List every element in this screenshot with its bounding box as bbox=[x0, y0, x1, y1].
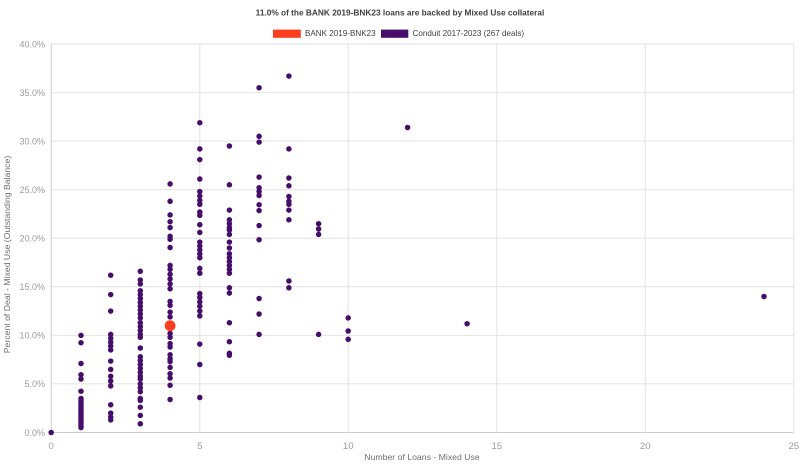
svg-text:10.0%: 10.0% bbox=[19, 331, 45, 341]
svg-text:Percent of Deal - Mixed Use (O: Percent of Deal - Mixed Use (Outstanding… bbox=[2, 156, 12, 354]
svg-text:25: 25 bbox=[788, 441, 799, 452]
svg-text:20.0%: 20.0% bbox=[19, 234, 45, 244]
svg-text:40.0%: 40.0% bbox=[19, 39, 45, 49]
svg-text:30.0%: 30.0% bbox=[19, 136, 45, 146]
svg-text:10: 10 bbox=[343, 441, 354, 452]
svg-text:5: 5 bbox=[197, 441, 202, 452]
svg-text:0.0%: 0.0% bbox=[24, 428, 45, 438]
svg-text:35.0%: 35.0% bbox=[19, 88, 45, 98]
svg-text:0: 0 bbox=[49, 441, 54, 452]
svg-text:5.0%: 5.0% bbox=[24, 379, 45, 389]
svg-text:Conduit 2017-2023 (267 deals): Conduit 2017-2023 (267 deals) bbox=[413, 29, 525, 38]
svg-text:15: 15 bbox=[491, 441, 502, 452]
svg-text:Number of Loans - Mixed Use: Number of Loans - Mixed Use bbox=[364, 452, 480, 462]
svg-text:BANK 2019-BNK23: BANK 2019-BNK23 bbox=[305, 29, 376, 38]
svg-text:25.0%: 25.0% bbox=[19, 185, 45, 195]
svg-text:20: 20 bbox=[640, 441, 651, 452]
svg-text:11.0% of the BANK 2019-BNK23 l: 11.0% of the BANK 2019-BNK23 loans are b… bbox=[256, 8, 545, 18]
svg-text:15.0%: 15.0% bbox=[19, 282, 45, 292]
